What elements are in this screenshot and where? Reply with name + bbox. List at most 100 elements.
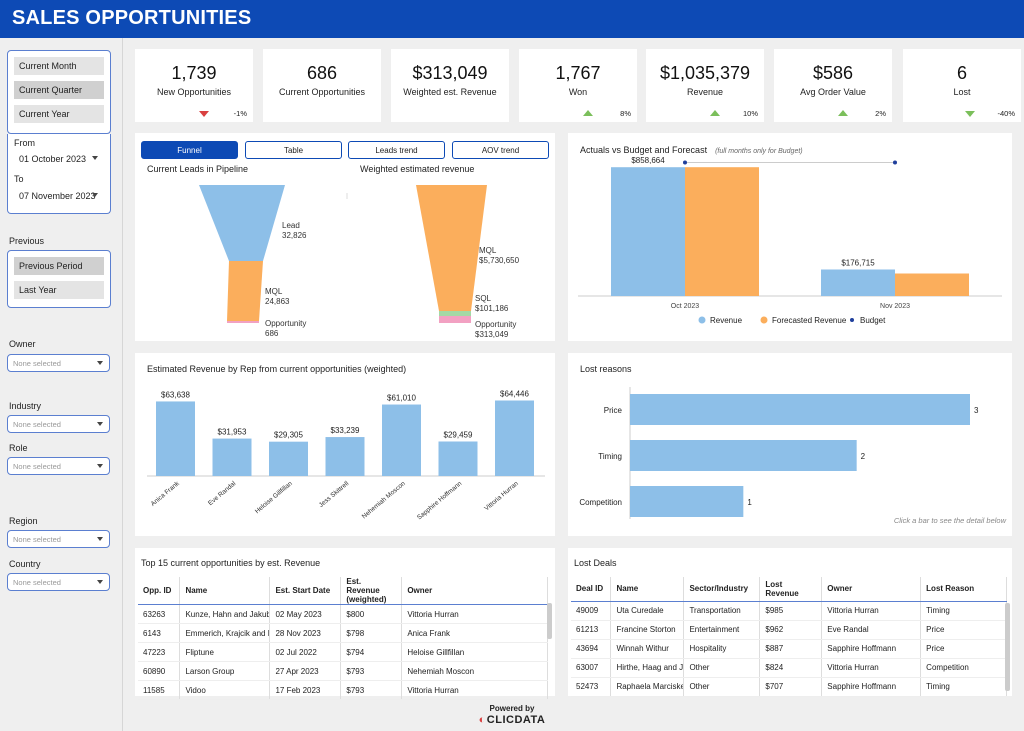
table-row[interactable]: 47223 Fliptune 02 Jul 2022 $794 Heloise Gill… [138,642,548,662]
chevron-down-icon [97,361,103,365]
owner-select[interactable]: None selected [7,354,110,372]
kpi-label: Won [568,87,588,97]
table-row[interactable]: 61213 Francine Storton Entertainment $962 Ev… [571,620,1007,640]
date-range-box: From 01 October 2023 To 07 November 2023 [7,134,111,214]
column-header[interactable]: Owner [401,577,548,605]
rep-bar[interactable] [156,401,195,476]
kpi-card[interactable]: 6 Lost -40% [903,49,1021,122]
lost-deals-table: Deal ID Name Sector/Industry Lost Revenue Ow… [571,577,1007,697]
funnel-opportunity-revenue-segment[interactable] [439,316,471,323]
forecast-bar[interactable] [685,167,759,296]
tab-funnel[interactable]: Funnel [141,141,238,159]
kpi-card[interactable]: $1,035,379 Revenue 10% [646,49,764,122]
lost-deals-scrollbar[interactable] [1005,603,1010,691]
clicdata-logo[interactable]: ◐CLICDATA [0,714,1024,726]
table-row[interactable]: 11585 Vidoo 17 Feb 2023 $793 Vittoria Hurran [138,680,548,700]
kpi-card[interactable]: 1,767 Won 8% [519,49,637,122]
funnel-mql-segment[interactable] [227,261,263,321]
budget-point[interactable] [683,160,687,165]
funnel-lead-segment[interactable] [199,185,285,261]
column-header[interactable]: Sector/Industry [683,577,761,602]
funnel-mql-label: MQL 24,863 [265,287,289,307]
trend-up-icon [583,110,593,116]
tab-table[interactable]: Table [245,141,342,159]
revenue-bar[interactable] [611,167,685,296]
rep-data-label: $29,459 [444,430,473,439]
table-row[interactable]: 49009 Uta Curedale Transportation $985 Vitto… [571,601,1007,621]
tab-aov-trend[interactable]: AOV trend [452,141,549,159]
current-month-button[interactable]: Current Month [14,57,104,75]
column-header[interactable]: Name [610,577,685,602]
lost-reason-bar[interactable] [630,486,744,517]
lost-reason-bar[interactable] [630,440,857,471]
country-label: Country [9,559,41,569]
current-year-button[interactable]: Current Year [14,105,104,123]
funnel-opportunity-segment[interactable] [227,321,259,323]
kpi-value: 6 [956,63,967,83]
column-header[interactable]: Opp. ID [138,577,181,605]
table-cell: 63263 [138,604,181,624]
table-cell: Heloise Gillfillan [401,642,548,662]
kpi-card[interactable]: $313,049 Weighted est. Revenue [391,49,509,122]
table-cell: $793 [340,680,403,700]
lost-reasons-title: Lost reasons [580,364,632,374]
revenue-bar[interactable] [821,269,895,296]
lost-reason-bar[interactable] [630,394,970,425]
kpi-trend: 10% [742,109,758,118]
kpi-card[interactable]: 1,739 New Opportunities -1% [135,49,253,122]
last-year-button[interactable]: Last Year [14,281,104,299]
from-date-picker[interactable]: 01 October 2023 [14,150,104,168]
kpi-card[interactable]: 686 Current Opportunities [263,49,381,122]
column-header[interactable]: Lost Reason [920,577,1007,602]
top-opps-title: Top 15 current opportunities by est. Rev… [141,558,321,568]
budget-point[interactable] [893,160,897,165]
rep-bar[interactable] [382,404,421,476]
table-cell: Francine Storton [610,620,685,640]
role-select[interactable]: None selected [7,457,110,475]
table-row[interactable]: 43694 Winnah Withur Hospitality $887 Sapphir… [571,639,1007,659]
table-row[interactable]: 60890 Larson Group 27 Apr 2023 $793 Nehemiah… [138,661,548,681]
funnel-mql-revenue-segment[interactable] [416,185,487,311]
previous-period-button[interactable]: Previous Period [14,257,104,275]
kpi-label: New Opportunities [156,87,232,97]
country-select[interactable]: None selected [7,573,110,591]
to-date-picker[interactable]: 07 November 2023 [14,187,104,205]
column-header[interactable]: Deal ID [571,577,612,602]
powered-by-label: Powered by [489,704,535,713]
kpi-label: Weighted est. Revenue [403,87,497,97]
table-cell: 63007 [571,658,612,678]
column-header[interactable]: Est. Revenue (weighted) [340,577,403,605]
rep-bar[interactable] [269,441,308,476]
rep-bar[interactable] [325,437,365,476]
rep-tick-label: Vittoria Hurran [483,480,520,512]
column-header[interactable]: Name [179,577,271,605]
legend-label[interactable]: Forecasted Revenue [772,316,847,325]
column-header[interactable]: Owner [821,577,922,602]
table-cell: Timing [920,677,1007,697]
table-cell: Raphaela Marciskewski [610,677,685,697]
top-opps-scrollbar[interactable] [547,603,552,639]
column-header[interactable]: Lost Revenue [759,577,823,602]
industry-select[interactable]: None selected [7,415,110,433]
legend-label[interactable]: Revenue [710,316,743,325]
table-cell: Sapphire Hoffmann [821,677,922,697]
funnel-sql-revenue-segment[interactable] [439,311,471,316]
rep-bar[interactable] [438,441,478,476]
kpi-card[interactable]: $586 Avg Order Value 2% [774,49,892,122]
table-cell: $887 [759,639,823,659]
region-select[interactable]: None selected [7,530,110,548]
stage-value: $101,186 [475,304,509,313]
current-quarter-button[interactable]: Current Quarter [14,81,104,99]
rep-bar[interactable] [212,438,252,476]
rep-bar[interactable] [495,400,534,476]
tab-leads-trend[interactable]: Leads trend [348,141,445,159]
column-header[interactable]: Est. Start Date [269,577,342,605]
forecast-bar[interactable] [895,273,969,297]
page-title: SALES OPPORTUNITIES [12,7,252,29]
legend-label[interactable]: Budget [860,316,886,325]
trend-down-icon [199,111,209,117]
